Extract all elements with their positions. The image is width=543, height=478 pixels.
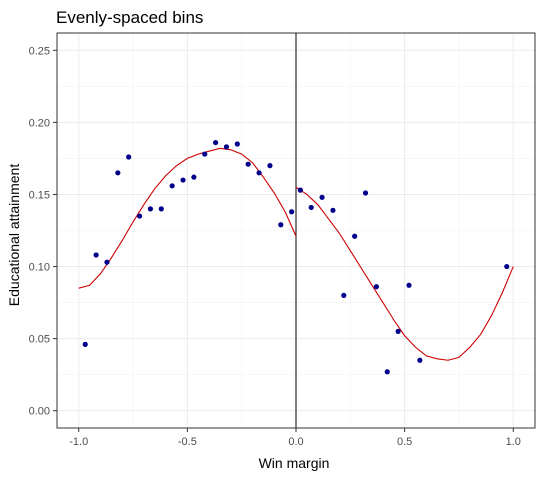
data-point	[297, 187, 303, 193]
data-point	[384, 369, 390, 375]
data-point	[308, 204, 314, 211]
y-tick-label: 0.05	[29, 334, 50, 346]
y-axis-title: Educational attainment	[6, 164, 22, 307]
y-tick-label: 0.00	[29, 406, 50, 418]
data-point	[82, 341, 88, 347]
data-point	[158, 206, 164, 212]
data-point	[256, 170, 262, 176]
data-point	[504, 263, 510, 270]
data-point	[147, 206, 154, 212]
data-point	[169, 183, 175, 189]
data-point	[417, 357, 423, 363]
data-point	[126, 154, 132, 160]
x-axis: -1.0 -0.5 0.0 0.5 1.0	[69, 428, 521, 448]
data-point	[245, 161, 251, 167]
y-tick-label: 0.25	[29, 45, 50, 57]
data-point	[373, 284, 379, 290]
data-point	[278, 222, 284, 228]
x-tick-label: -0.5	[178, 436, 197, 448]
x-tick-label: 1.0	[506, 436, 521, 448]
data-point	[234, 141, 240, 147]
data-point	[202, 151, 208, 157]
x-tick-label: 0.0	[288, 436, 303, 448]
chart-title: Evenly-spaced bins	[56, 8, 203, 27]
data-point	[115, 170, 121, 176]
data-point	[136, 213, 143, 219]
data-point	[341, 292, 347, 298]
data-point	[93, 252, 99, 258]
data-point	[191, 174, 197, 180]
data-point	[289, 209, 295, 215]
data-point	[213, 139, 219, 146]
x-tick-label: 0.5	[397, 436, 412, 448]
y-tick-label: 0.15	[29, 189, 50, 201]
fit-curve-right	[295, 186, 514, 361]
data-point	[267, 163, 273, 169]
data-point	[330, 207, 336, 213]
y-tick-label: 0.20	[29, 117, 50, 129]
data-points	[82, 139, 510, 375]
data-point	[319, 194, 325, 200]
data-point	[352, 233, 358, 239]
data-point	[104, 259, 110, 265]
y-tick-label: 0.10	[29, 262, 50, 274]
data-point	[395, 328, 401, 335]
y-axis: 0.00 0.05 0.10 0.15 0.20 0.25	[29, 45, 57, 418]
x-tick-label: -1.0	[69, 436, 88, 448]
data-point	[362, 190, 369, 196]
data-point	[180, 177, 186, 183]
x-axis-title: Win margin	[259, 455, 330, 471]
data-point	[223, 144, 230, 150]
data-point	[406, 282, 412, 288]
